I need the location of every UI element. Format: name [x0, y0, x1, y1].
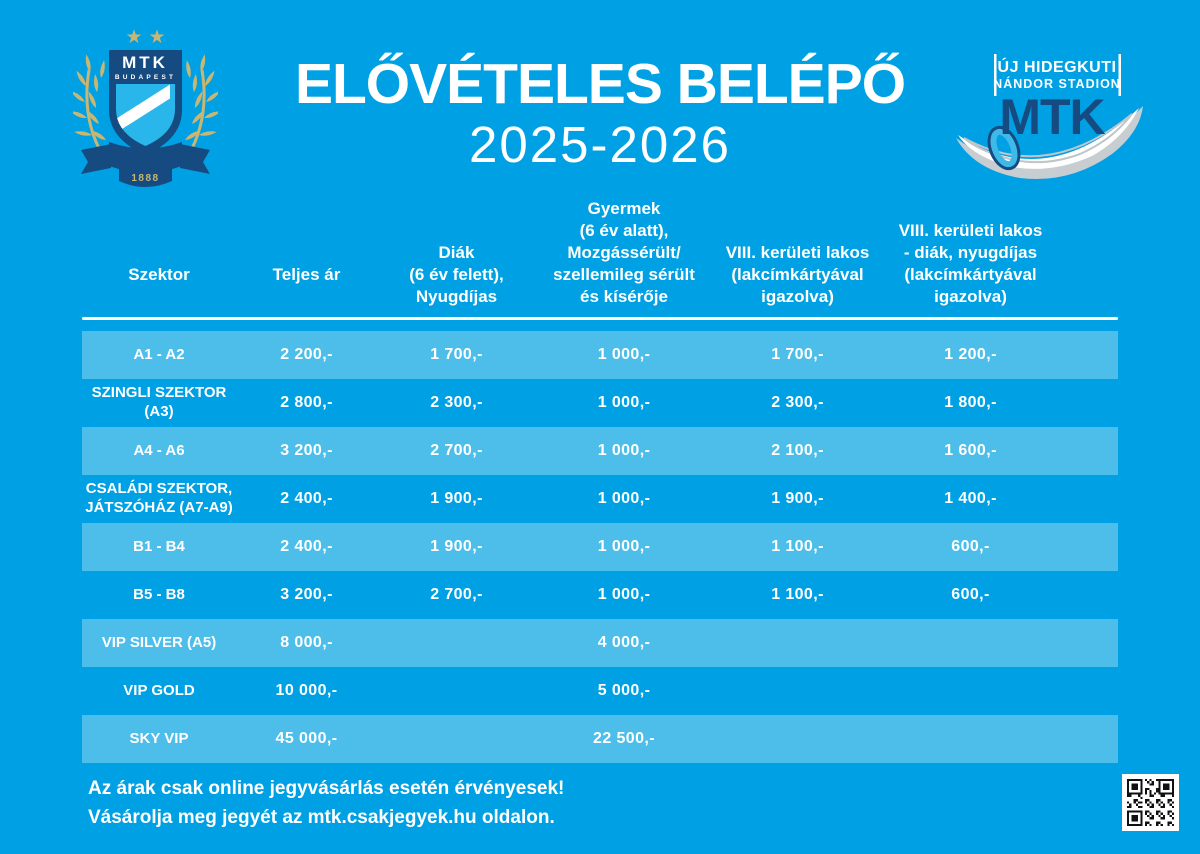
table-row: SZINGLI SZEKTOR (A3) 2 800,- 2 300,- 1 000,… — [82, 379, 1118, 427]
sector-cell: SKY VIP — [129, 729, 189, 747]
price-cell: 2 800,- — [280, 394, 333, 411]
price-cell: 45 000,- — [275, 730, 338, 747]
price-cell: 1 000,- — [597, 442, 651, 459]
price-cell: 3 200,- — [280, 586, 333, 603]
price-cell: 1 700,- — [430, 346, 483, 363]
divider-bar — [994, 54, 997, 96]
star-icon: ★ — [148, 27, 165, 48]
column-header-student: Diák (6 év felett), Nyugdíjas — [409, 243, 504, 306]
price-cell: 3 200,- — [280, 442, 333, 459]
column-header-sector: Szektor — [128, 265, 190, 284]
footer-notes: Az árak csak online jegyvásárlás esetén … — [88, 774, 564, 832]
price-cell: 1 000,- — [597, 490, 651, 507]
stadium-swoosh-icon — [956, 106, 1143, 179]
price-cell: 2 100,- — [771, 442, 824, 459]
table-row: A1 - A2 2 200,- 1 700,- 1 000,- 1 700,- 1 200… — [82, 331, 1118, 379]
crest-city-name: BUDAPEST — [115, 74, 176, 81]
divider-bar — [1118, 54, 1121, 96]
price-cell: 600,- — [951, 586, 990, 603]
table-row: SKY VIP 45 000,- 22 500,- — [82, 715, 1118, 763]
star-icon: ★ — [125, 27, 142, 48]
table-row: CSALÁDI SZEKTOR, JÁTSZÓHÁZ (A7-A9) 2 400,… — [82, 475, 1118, 523]
price-cell: 4 000,- — [597, 634, 651, 651]
column-header-full-price: Teljes ár — [272, 265, 341, 284]
price-cell: 1 000,- — [597, 346, 651, 363]
price-table-body: A1 - A2 2 200,- 1 700,- 1 000,- 1 700,- 1 200… — [82, 331, 1118, 763]
title-block: ELŐVÉTELES BELÉPŐ 2025-2026 — [0, 52, 1200, 173]
sector-cell: A4 - A6 — [133, 441, 185, 459]
stadium-brand: MTK — [999, 89, 1105, 145]
price-cell: 2 700,- — [430, 442, 483, 459]
price-cell: 5 000,- — [597, 682, 651, 699]
price-cell: 1 700,- — [771, 346, 824, 363]
footer-note-website: Vásárolja meg jegyét az mtk.csakjegyek.h… — [88, 807, 555, 828]
price-cell: 600,- — [951, 538, 990, 555]
price-cell: 2 400,- — [280, 538, 333, 555]
price-cell: 1 800,- — [944, 394, 997, 411]
table-row: VIP GOLD 10 000,- 5 000,- — [82, 667, 1118, 715]
price-cell: 8 000,- — [280, 634, 333, 651]
sector-cell: A1 - A2 — [133, 345, 185, 363]
table-row: B1 - B4 2 400,- 1 900,- 1 000,- 1 100,- 600,- — [82, 523, 1118, 571]
sector-cell: VIP GOLD — [123, 681, 195, 699]
price-cell: 1 600,- — [944, 442, 997, 459]
sector-cell: B1 - B4 — [133, 537, 185, 555]
season-subtitle: 2025-2026 — [469, 116, 731, 173]
sector-cell: SZINGLI SZEKTOR (A3) — [91, 384, 227, 420]
price-cell: 1 100,- — [771, 586, 824, 603]
price-cell: 1 400,- — [944, 490, 997, 507]
price-cell: 1 900,- — [430, 538, 483, 555]
qr-code-svg — [1127, 779, 1174, 826]
price-cell: 1 900,- — [430, 490, 483, 507]
stadium-name-line1: ÚJ HIDEGKUTI — [998, 57, 1117, 76]
price-cell: 1 100,- — [771, 538, 824, 555]
price-cell: 2 400,- — [280, 490, 333, 507]
table-row: B5 - B8 3 200,- 2 700,- 1 000,- 1 100,- 600,- — [82, 571, 1118, 619]
price-cell: 1 000,- — [597, 586, 651, 603]
price-cell: 1 000,- — [597, 538, 651, 555]
table-row: VIP SILVER (A5) 8 000,- 4 000,- — [82, 619, 1118, 667]
mtk-crest-icon: ★ ★ — [69, 27, 222, 187]
header-divider — [82, 317, 1118, 320]
table-row: A4 - A6 3 200,- 2 700,- 1 000,- 2 100,- 1 600… — [82, 427, 1118, 475]
price-cell: 1 200,- — [944, 346, 997, 363]
column-header-district-student: VIII. kerületi lakos - diák, nyugdíjas (… — [898, 221, 1043, 306]
stadium-logo: MTK ÚJ HIDEGKUTI NÁNDOR STADION — [952, 38, 1147, 183]
price-cell: 2 700,- — [430, 586, 483, 603]
sector-cell: B5 - B8 — [133, 585, 185, 603]
price-cell: 2 300,- — [430, 394, 483, 411]
price-cell: 1 000,- — [597, 394, 651, 411]
price-cell: 2 300,- — [771, 394, 824, 411]
sector-cell: CSALÁDI SZEKTOR, JÁTSZÓHÁZ (A7-A9) — [85, 480, 233, 516]
crest-club-name: MTK — [122, 53, 168, 72]
stadium-name-line2: NÁNDOR STADION — [993, 76, 1121, 91]
ribbon-banner: 1888 — [81, 142, 210, 187]
qr-code — [1122, 774, 1179, 831]
column-header-child-disabled: Gyermek (6 év alatt), Mozgássérült/ szel… — [553, 199, 695, 306]
column-header-district-resident: VIII. kerületi lakos (lakcímkártyával ig… — [725, 243, 870, 306]
price-cell: 2 200,- — [280, 346, 333, 363]
stadium-logo-icon: MTK ÚJ HIDEGKUTI NÁNDOR STADION — [956, 54, 1143, 179]
shield-stripe — [116, 84, 170, 136]
footer-note-online: Az árak csak online jegyvásárlás esetén … — [88, 778, 565, 799]
crest-founded-year: 1888 — [131, 173, 159, 184]
price-cell: 10 000,- — [275, 682, 338, 699]
mtk-crest-logo: ★ ★ — [69, 18, 222, 193]
price-cell: 1 900,- — [771, 490, 824, 507]
price-table-header: Szektor Teljes ár Diák (6 év felett), Ny… — [82, 190, 1118, 308]
sector-cell: VIP SILVER (A5) — [101, 633, 217, 651]
price-cell: 22 500,- — [593, 730, 655, 747]
page-title: ELŐVÉTELES BELÉPŐ — [294, 52, 906, 116]
